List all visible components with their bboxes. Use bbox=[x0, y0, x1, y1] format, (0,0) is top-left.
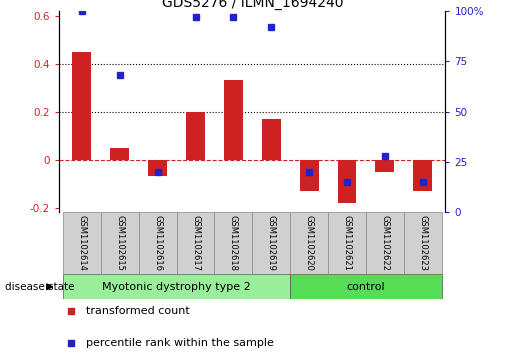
Title: GDS5276 / ILMN_1694240: GDS5276 / ILMN_1694240 bbox=[162, 0, 343, 10]
Bar bbox=[63, 274, 290, 299]
Bar bbox=[328, 212, 366, 274]
Bar bbox=[290, 274, 442, 299]
Bar bbox=[73, 52, 92, 160]
Text: transformed count: transformed count bbox=[87, 306, 190, 316]
Bar bbox=[214, 212, 252, 274]
Bar bbox=[63, 212, 101, 274]
Text: GSM1102619: GSM1102619 bbox=[267, 215, 276, 271]
Bar bbox=[290, 212, 328, 274]
Text: GSM1102620: GSM1102620 bbox=[305, 215, 314, 271]
Text: GSM1102622: GSM1102622 bbox=[381, 215, 389, 271]
Text: GSM1102621: GSM1102621 bbox=[342, 215, 352, 271]
Text: control: control bbox=[347, 282, 385, 292]
Text: GSM1102617: GSM1102617 bbox=[191, 215, 200, 271]
Bar bbox=[375, 160, 394, 172]
Bar bbox=[110, 148, 129, 160]
Bar bbox=[262, 119, 281, 160]
Bar bbox=[337, 160, 356, 203]
Bar bbox=[404, 212, 442, 274]
Bar bbox=[101, 212, 139, 274]
Bar bbox=[300, 160, 319, 191]
Bar bbox=[366, 212, 404, 274]
Bar bbox=[177, 212, 214, 274]
Text: GSM1102618: GSM1102618 bbox=[229, 215, 238, 271]
Text: disease state: disease state bbox=[5, 282, 75, 292]
Text: percentile rank within the sample: percentile rank within the sample bbox=[87, 338, 274, 348]
Bar bbox=[252, 212, 290, 274]
Bar bbox=[139, 212, 177, 274]
Text: GSM1102616: GSM1102616 bbox=[153, 215, 162, 271]
Text: GSM1102614: GSM1102614 bbox=[77, 215, 87, 271]
Bar bbox=[186, 112, 205, 160]
Bar bbox=[414, 160, 432, 191]
Bar bbox=[148, 160, 167, 176]
Bar bbox=[224, 81, 243, 160]
Text: GSM1102623: GSM1102623 bbox=[418, 215, 427, 271]
Text: Myotonic dystrophy type 2: Myotonic dystrophy type 2 bbox=[102, 282, 251, 292]
Text: GSM1102615: GSM1102615 bbox=[115, 215, 124, 271]
